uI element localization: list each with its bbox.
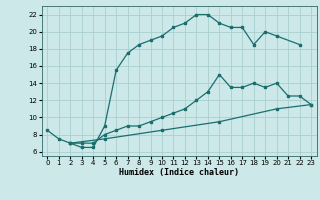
X-axis label: Humidex (Indice chaleur): Humidex (Indice chaleur)	[119, 168, 239, 177]
